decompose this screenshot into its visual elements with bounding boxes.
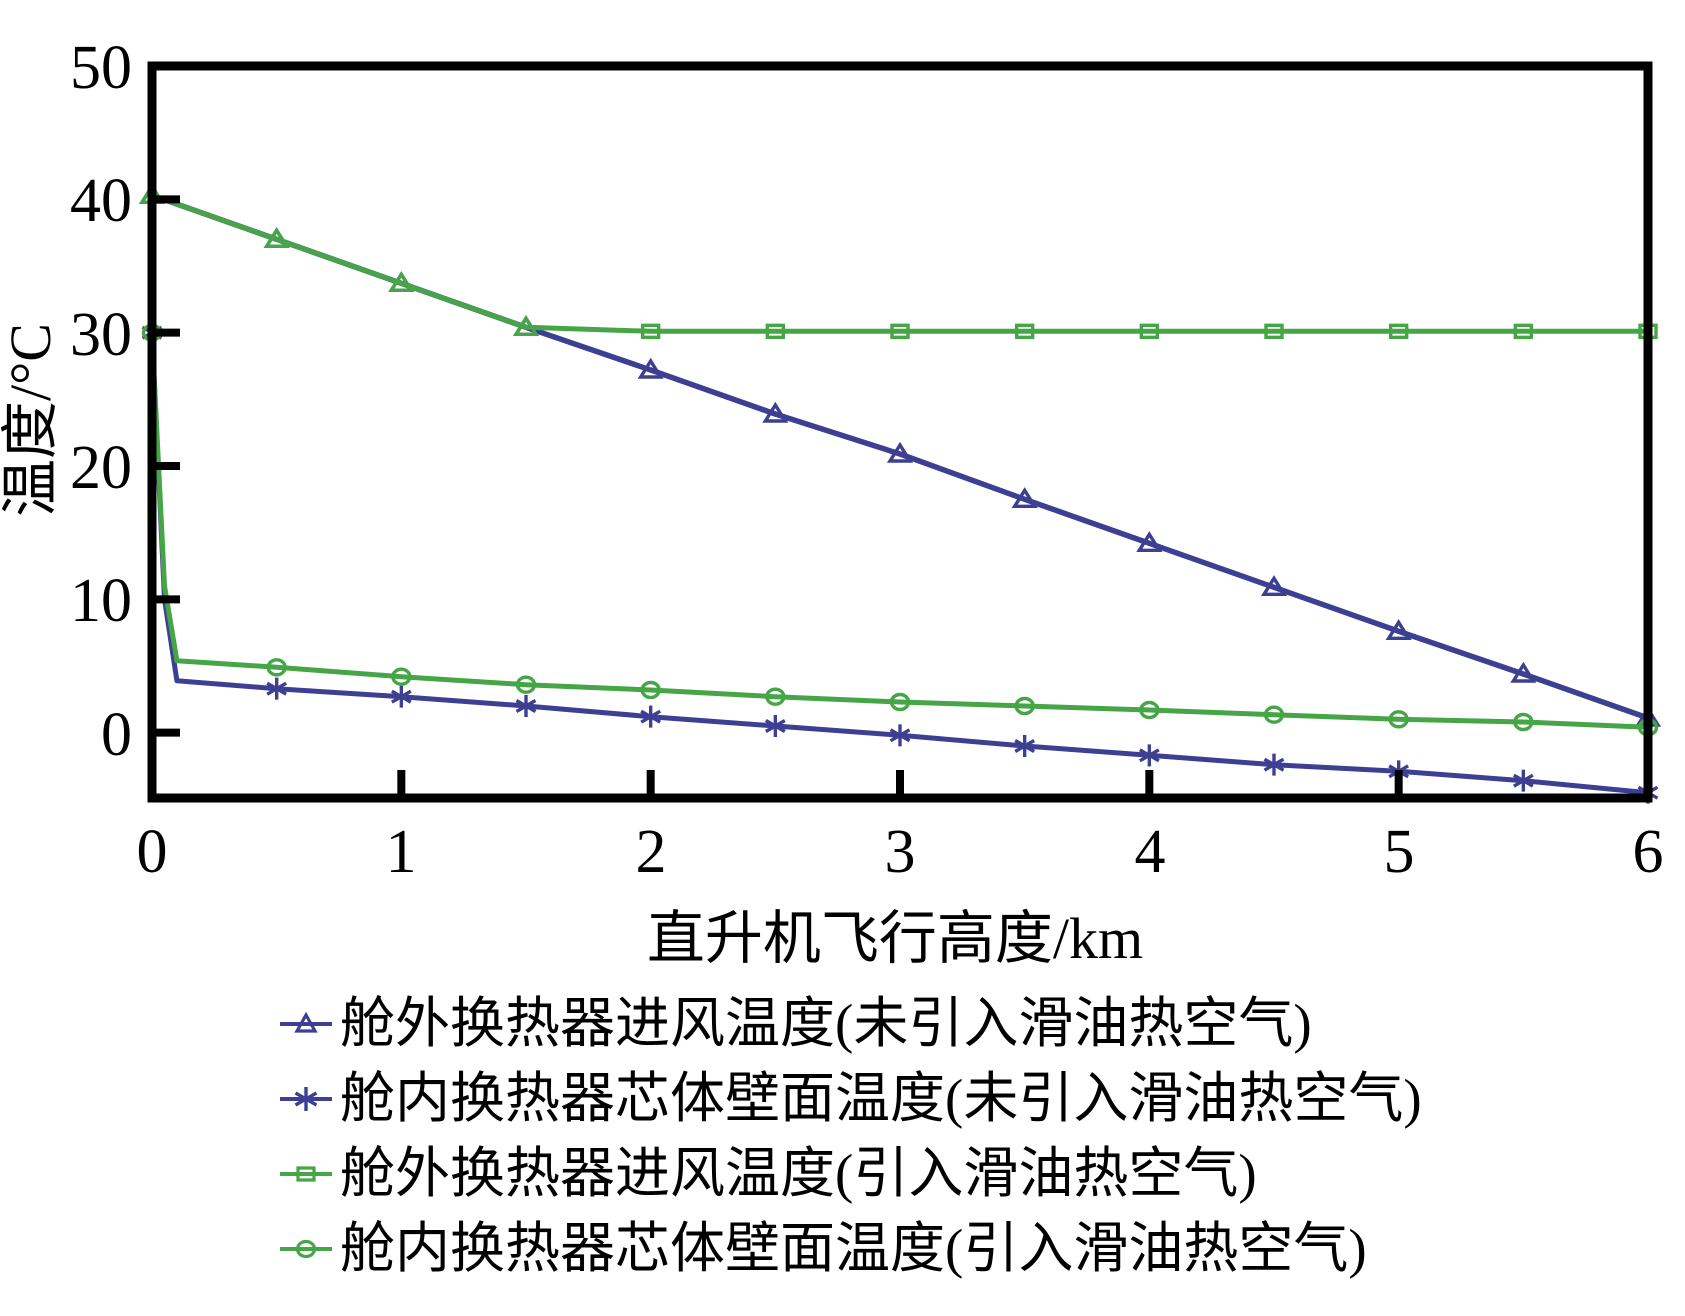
x-axis-title: 直升机飞行高度/km [647,906,1143,971]
y-tick-label-10: 10 [70,567,132,635]
plot-border [147,61,1653,803]
x-tick-label-4: 4 [1135,818,1166,886]
asterisk-marker [1138,744,1160,767]
triangle-marker [512,315,540,337]
asterisk-marker [1263,753,1285,776]
x-tick-label-1: 1 [386,818,417,886]
legend-label: 舱内换热器芯体壁面温度(未引入滑油热空气) [340,1068,1422,1129]
series-line-2 [151,192,1648,334]
square-marker [890,323,910,340]
plot-area [138,183,1662,804]
asterisk-marker [764,715,786,737]
legend-item-outside-oil: 舱外换热器进风温度(引入滑油热空气) [278,1146,1257,1201]
legend-label: 舱内换热器芯体壁面温度(引入滑油热空气) [340,1218,1367,1279]
asterisk-marker [1014,735,1036,757]
square-marker [640,323,661,340]
triangle-marker [886,441,914,463]
y-tick-label-30: 30 [70,301,132,369]
y-axis-title: 温度/°C [0,323,63,517]
triangle-marker [1260,575,1288,597]
asterisk-marker [515,695,537,717]
circle-marker [1263,705,1285,724]
x-tick-label-5: 5 [1384,818,1415,886]
y-tick-label-0: 0 [101,701,132,769]
circle-marker [1139,700,1160,720]
series-line-1 [149,332,1649,796]
circle-marker [765,687,786,706]
asterisk-marker [889,724,911,747]
circle-marker [266,658,287,677]
square-marker [1264,323,1284,340]
circle-marker [1513,712,1534,732]
asterisk-marker [1512,769,1534,792]
legend-label: 舱外换热器进风温度(引入滑油热空气) [340,1143,1257,1204]
asterisk-marker [266,677,288,700]
y-tick-label-20: 20 [70,434,132,502]
legend-item-outside-no-oil: 舱外换热器进风温度(未引入滑油热空气) [278,996,1312,1051]
circle-marker [640,680,661,700]
circle-marker [391,667,412,686]
x-tick-label-3: 3 [885,818,916,886]
asterisk-marker [390,685,412,708]
square-marker [1014,323,1035,340]
series-line-3 [149,332,1649,730]
circle-marker [889,692,911,712]
triangle-marker-icon [280,1011,332,1033]
triangle-marker [762,401,789,423]
asterisk-marker [640,705,662,728]
legend-item-inside-oil: 舱内换热器芯体壁面温度(引入滑油热空气) [278,1221,1367,1276]
circle-marker [515,675,537,694]
square-marker [1388,323,1409,340]
triangle-marker [1011,487,1038,509]
triangle-marker [1510,661,1537,683]
circle-marker [1014,696,1035,716]
x-tick-label-6: 6 [1633,818,1664,886]
triangle-marker [263,227,290,249]
legend-label: 舱外换热器进风温度(未引入滑油热空气) [340,993,1312,1054]
legend-item-inside-no-oil: 舱内换热器芯体壁面温度(未引入滑油热空气) [278,1071,1422,1126]
y-tick-label-40: 40 [70,167,132,235]
circle-marker-icon [280,1239,332,1258]
square-marker-icon [280,1165,332,1182]
square-marker [1139,323,1160,340]
y-tick-label-50: 50 [70,34,132,102]
axes-frame [147,61,1653,803]
square-marker [765,323,786,340]
square-marker [1513,323,1534,340]
x-tick-label-2: 2 [636,818,667,886]
triangle-marker [388,271,415,293]
circle-marker [1388,710,1409,729]
triangle-marker [1136,531,1163,553]
x-tick-label-0: 0 [137,818,168,886]
triangle-marker [1385,619,1412,641]
asterisk-marker-icon [280,1086,332,1111]
triangle-marker [637,357,664,379]
